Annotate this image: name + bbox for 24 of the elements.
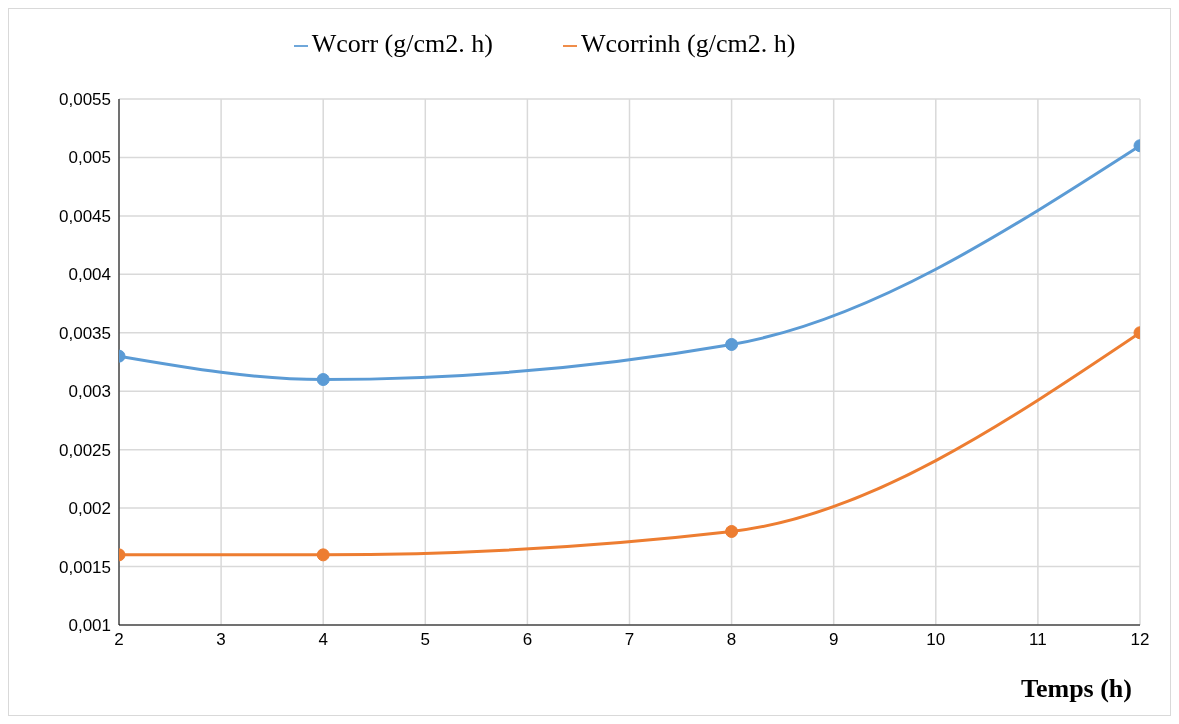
x-axis-title: Temps (h) [1020, 674, 1132, 703]
y-tick-label: 0,001 [68, 616, 111, 636]
x-tick-label: 9 [828, 630, 839, 650]
x-tick-label: 11 [1029, 630, 1047, 650]
x-tick-label: 2 [114, 630, 124, 650]
x-tick-label: 8 [726, 630, 737, 650]
x-tick-label: 12 [1130, 630, 1150, 650]
y-tick-label: 0,002 [68, 499, 111, 519]
y-tick-label: 0,0035 [59, 323, 111, 343]
legend-label: Wcorrinh (g/cm2. h) [580, 29, 796, 58]
y-tick-label: 0,003 [68, 382, 111, 402]
x-tick-label: 5 [420, 630, 431, 650]
x-tick-label: 10 [926, 630, 946, 650]
y-tick-label: 0,0015 [59, 557, 111, 577]
x-tick-label: 7 [624, 630, 635, 650]
y-tick-label: 0,0055 [59, 90, 111, 110]
y-tick-label: 0,0045 [59, 206, 111, 226]
x-tick-label: 4 [318, 630, 328, 650]
x-tick-label: 6 [522, 630, 533, 650]
y-tick-label: 0,005 [68, 148, 111, 168]
y-tick-label: 0,004 [68, 265, 111, 285]
y-tick-label: 0,0025 [59, 440, 111, 460]
x-tick-label: 3 [216, 630, 226, 650]
legend-label: Wcorr (g/cm2. h) [311, 29, 493, 58]
